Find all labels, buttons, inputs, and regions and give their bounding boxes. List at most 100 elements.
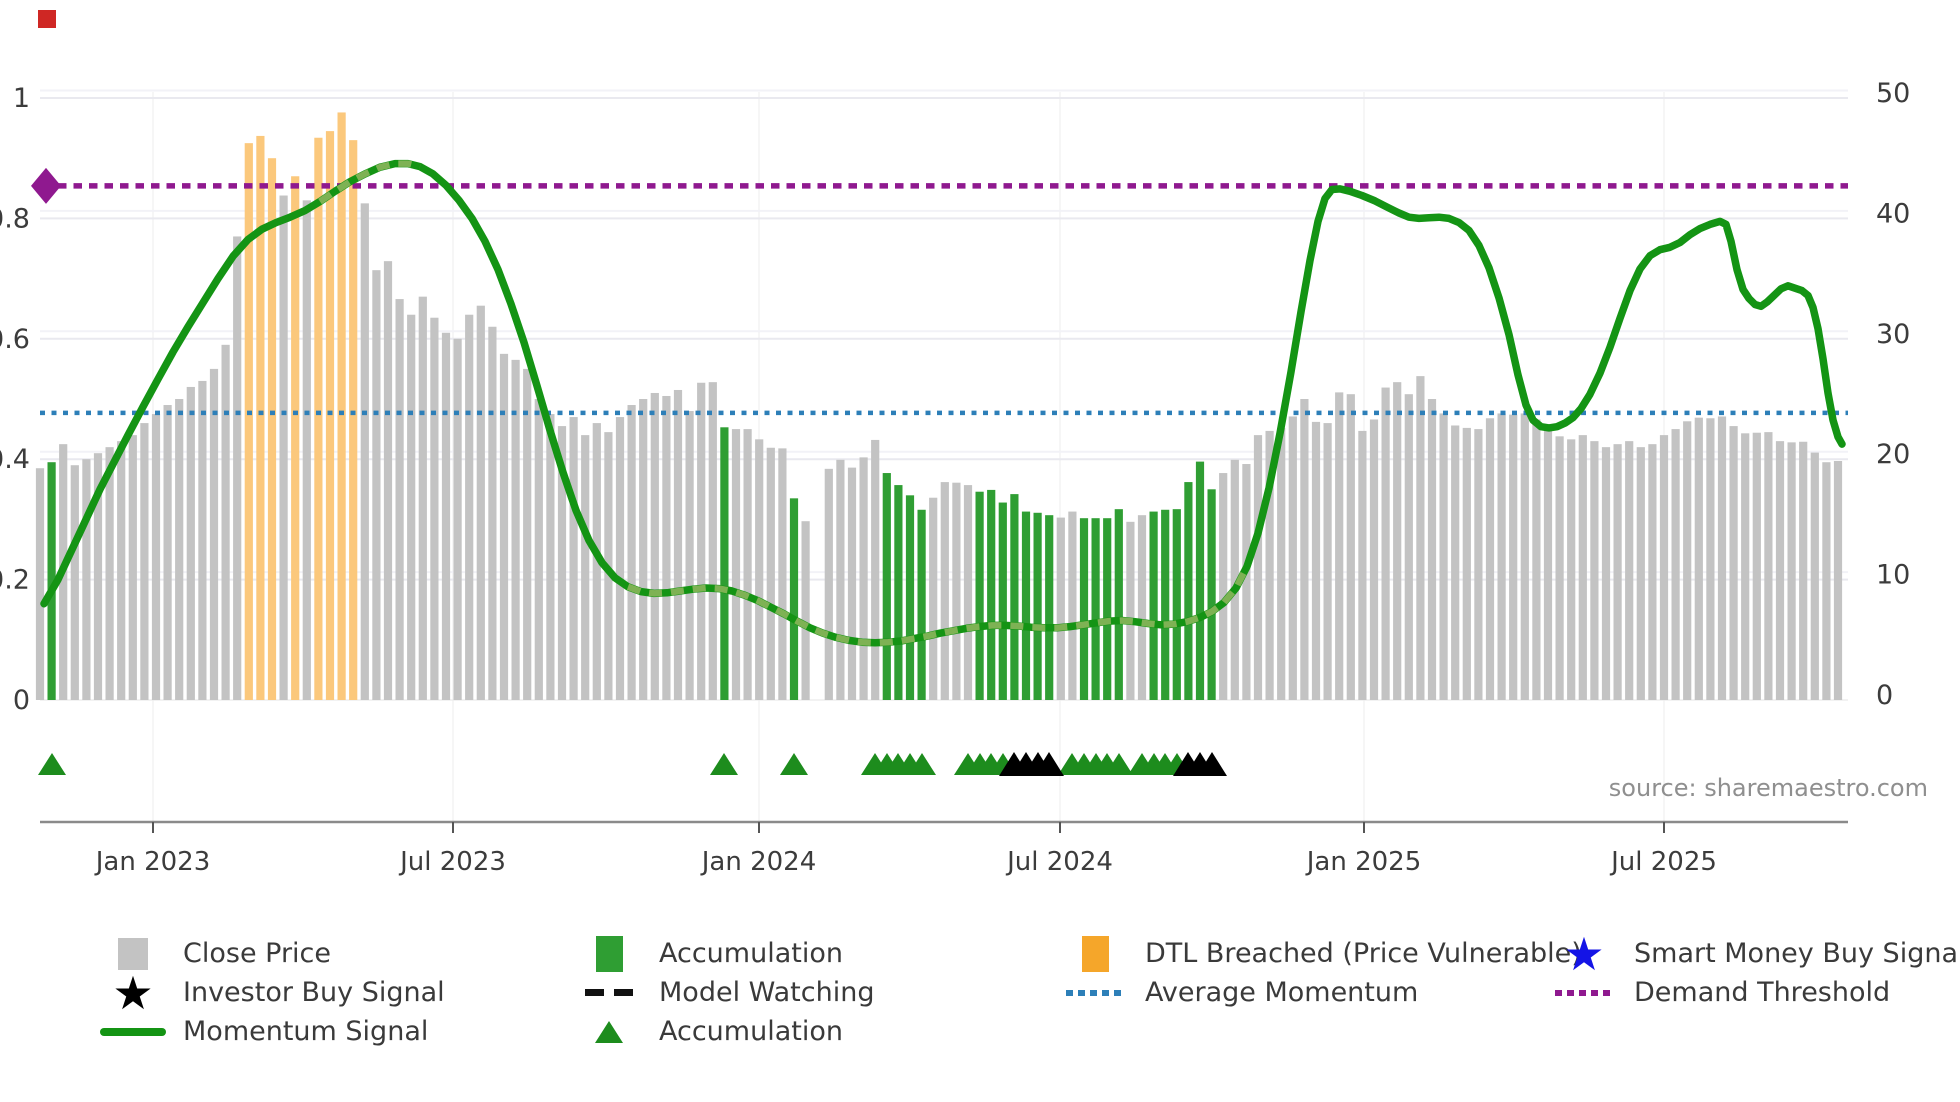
close-price-bar	[1056, 517, 1065, 700]
accumulation-bar	[1033, 512, 1042, 700]
close-price-bar	[511, 359, 520, 700]
dtl-breached-bar	[337, 112, 346, 700]
close-price-bar	[1729, 426, 1738, 700]
close-price-bar	[1601, 447, 1611, 700]
close-price-bar	[662, 395, 671, 700]
green-line-swatch	[100, 1027, 166, 1036]
close-price-bar	[383, 261, 393, 700]
close-price-bar	[93, 453, 103, 700]
close-price-bar	[1451, 425, 1460, 700]
close-price-bar	[360, 203, 369, 700]
close-price-bar	[929, 497, 938, 700]
green-triangle-swatch	[595, 1020, 623, 1043]
close-price-bar	[488, 326, 497, 700]
close-price-bar	[639, 399, 648, 700]
close-price-bar	[35, 468, 45, 700]
close-price-bar	[963, 485, 973, 700]
close-price-bar	[198, 380, 207, 700]
close-price-bar	[1265, 430, 1274, 700]
orange-square-icon	[1061, 935, 1129, 972]
close-price-bar	[940, 482, 949, 700]
black-dash-icon	[575, 989, 643, 996]
green-line-icon	[99, 1027, 167, 1036]
legend-item: Accumulation	[575, 1012, 874, 1051]
close-price-bar	[836, 459, 845, 700]
accumulation-bar	[1149, 511, 1158, 700]
gray-square-swatch	[118, 937, 148, 970]
close-price-bar	[1230, 459, 1239, 700]
close-price-bar	[1219, 473, 1228, 700]
accumulation-bar	[720, 427, 729, 700]
close-price-bar	[175, 399, 184, 700]
close-price-bar	[581, 435, 590, 700]
orange-square-swatch	[1081, 935, 1109, 972]
close-price-bar	[1404, 394, 1413, 700]
investor-triangle-marker	[1034, 752, 1064, 776]
close-price-bar	[592, 423, 601, 700]
close-price-bar	[1543, 425, 1553, 700]
blue-star-icon: ★	[1550, 931, 1618, 977]
close-price-bar	[778, 448, 787, 700]
y-axis-label-left: 0.6	[0, 324, 30, 355]
legend-label: Model Watching	[659, 977, 875, 1008]
x-tick-label: Jan 2025	[1305, 847, 1422, 877]
accumulation-bar	[894, 485, 903, 700]
dtl-breached-bar	[256, 135, 265, 700]
legend-item: ★ Smart Money Buy Signal	[1550, 931, 1960, 977]
close-price-bar	[233, 236, 242, 700]
x-tick-label: Jan 2023	[94, 847, 211, 877]
close-price-bar	[441, 332, 451, 700]
accumulation-bar	[1161, 509, 1170, 700]
close-price-bar	[1439, 413, 1448, 700]
close-price-bar	[1613, 444, 1622, 700]
close-price-bar	[650, 392, 659, 700]
purple-dots-icon	[1550, 989, 1618, 996]
close-price-bar	[163, 405, 172, 700]
purple-dots-swatch	[1555, 989, 1613, 996]
green-square-swatch	[595, 935, 623, 972]
legend-column-2: Accumulation Model Watching Accumulation	[575, 934, 874, 1051]
close-price-bar	[151, 414, 161, 700]
close-price-bar	[1300, 399, 1309, 700]
x-tick-label: Jul 2025	[1609, 847, 1717, 877]
dtl-breached-bar	[325, 131, 335, 701]
x-tick-label: Jul 2023	[398, 847, 506, 877]
close-price-bar	[1427, 399, 1437, 700]
dtl-breached-bar	[314, 137, 323, 700]
legend-label: DTL Breached (Price Vulnerable)	[1145, 938, 1582, 969]
accumulation-bar	[987, 489, 996, 700]
close-price-bar	[1068, 511, 1077, 700]
accumulation-triangle-marker	[908, 753, 936, 775]
close-price-bar	[627, 405, 636, 700]
accumulation-triangle-marker	[710, 753, 738, 775]
close-price-bar	[1126, 521, 1135, 700]
black-star-icon: ★	[99, 970, 167, 1016]
close-price-bar	[673, 389, 683, 700]
close-price-bar	[1833, 461, 1843, 700]
dtl-breached-bar	[267, 158, 277, 700]
close-price-bar	[453, 338, 462, 700]
close-price-bar	[1253, 435, 1263, 700]
close-price-bar	[1416, 376, 1425, 700]
close-price-bar	[1462, 427, 1471, 700]
accumulation-bar	[1079, 518, 1089, 700]
legend-label: Accumulation	[659, 1016, 843, 1047]
y-axis-label-left: 1	[13, 83, 30, 114]
investor-triangle-marker	[1197, 752, 1227, 776]
y-axis-label-right: 30	[1876, 319, 1910, 350]
close-price-bar	[1311, 421, 1321, 700]
legend-column-4: ★ Smart Money Buy Signal Demand Threshold	[1550, 931, 1960, 1012]
model-watching-dashes	[318, 160, 421, 205]
y-axis-label-right: 0	[1876, 680, 1893, 711]
close-price-bar	[1706, 418, 1715, 700]
close-price-bar	[859, 457, 868, 700]
close-price-bar	[465, 314, 474, 700]
close-price-bar	[1648, 444, 1657, 700]
accumulation-bar	[1114, 509, 1123, 700]
accumulation-bar	[1172, 509, 1181, 700]
close-price-bar	[1393, 382, 1402, 700]
accumulation-bar	[47, 462, 56, 700]
dtl-breached-bar	[291, 176, 300, 700]
close-price-bar	[952, 482, 961, 700]
y-axis-label-right: 10	[1876, 560, 1910, 591]
